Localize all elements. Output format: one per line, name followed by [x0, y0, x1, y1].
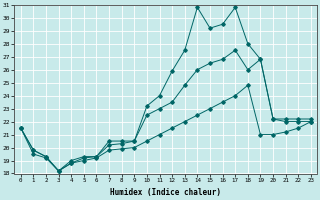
X-axis label: Humidex (Indice chaleur): Humidex (Indice chaleur) [110, 188, 221, 197]
